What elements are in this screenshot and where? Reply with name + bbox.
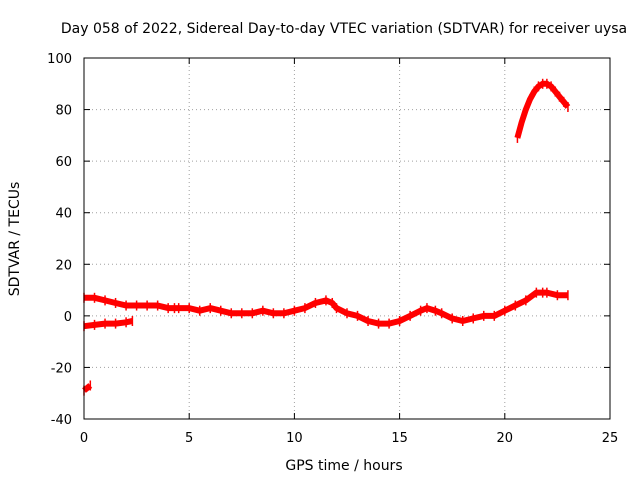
series-late-arc [514, 80, 571, 139]
x-tick-label: 25 [602, 431, 619, 446]
y-tick-label: 40 [55, 207, 72, 222]
x-tick-label: 5 [185, 431, 193, 446]
tick-labels: 0 5 10 15 20 25 -40 -20 0 20 40 60 80 100 [47, 52, 618, 446]
y-tick-label: -20 [51, 361, 72, 376]
series-early-drop [82, 383, 93, 393]
y-tick-label: 100 [47, 52, 72, 67]
chart-title: Day 058 of 2022, Sidereal Day-to-day VTE… [61, 21, 627, 37]
y-tick-label: 0 [64, 310, 72, 325]
y-tick-label: 60 [55, 155, 72, 170]
y-tick-label: 80 [55, 104, 72, 119]
y-tick-label: 20 [55, 258, 72, 273]
plot-frame [83, 57, 611, 420]
x-tick-label: 0 [80, 431, 88, 446]
x-tick-label: 15 [391, 431, 408, 446]
grid [84, 58, 610, 419]
y-tick-label: -40 [51, 413, 72, 428]
y-axis-label: SDTVAR / TECUs [7, 182, 23, 297]
x-tick-label: 20 [497, 431, 514, 446]
axes [83, 57, 611, 420]
tick-marks [83, 57, 611, 420]
x-tick-label: 10 [286, 431, 303, 446]
data-series [82, 78, 571, 396]
x-axis-label: GPS time / hours [285, 458, 402, 474]
series-lower-track [83, 318, 134, 330]
